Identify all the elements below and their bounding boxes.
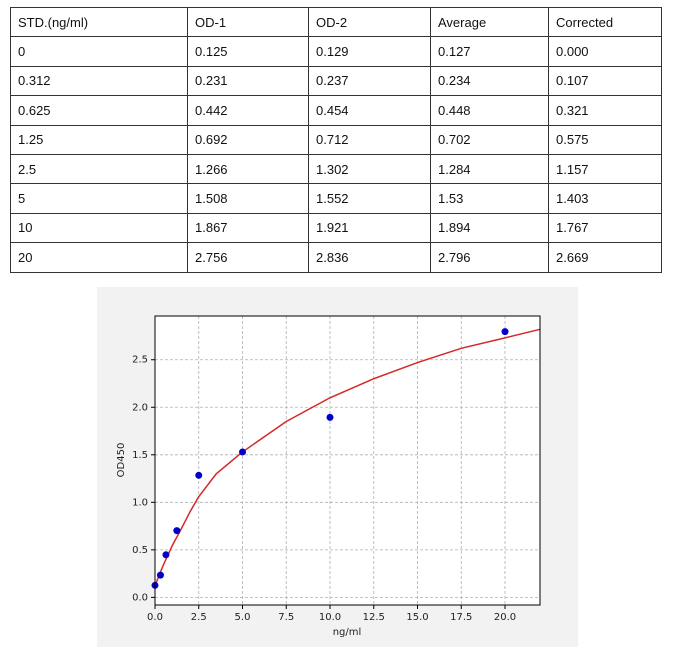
data-point [195,471,203,479]
table-row: 20 2.756 2.836 2.796 2.669 [10,242,662,273]
x-tick-label: 7.5 [278,612,294,623]
table-cell: 1.921 [308,212,431,244]
x-tick-label: 12.5 [363,612,385,623]
y-tick-label: 2.0 [132,402,148,413]
table-cell: 0.237 [308,65,431,97]
header-cell: STD.(ng/ml) [10,6,188,38]
table-cell: 1.284 [430,153,549,185]
table-row: 10 1.867 1.921 1.894 1.767 [10,212,662,244]
table-cell: 2.836 [308,242,431,273]
table-cell: 0.448 [430,95,549,126]
y-tick-label: 1.5 [132,450,148,461]
x-tick-label: 5.0 [235,612,251,623]
header-cell: Average [430,6,549,38]
data-point [162,551,170,559]
table-cell: 1.53 [430,183,549,214]
data-point [501,328,509,336]
x-tick-label: 0.0 [147,612,163,623]
table-cell: 5 [10,183,188,214]
table-cell: 0.234 [430,65,549,97]
table-cell: 2.796 [430,242,549,273]
table-cell: 0.625 [10,95,188,126]
table-row: 0 0.125 0.129 0.127 0.000 [10,36,662,67]
table-cell: 2.669 [548,242,662,273]
x-tick-label: 2.5 [191,612,207,623]
x-tick-label: 20.0 [494,612,516,623]
table-cell: 2.756 [187,242,309,273]
table-cell: 20 [10,242,188,273]
y-tick-label: 0.0 [132,592,148,603]
data-table: STD.(ng/ml) OD-1 OD-2 Average Corrected 0 0.12… [10,6,662,273]
y-tick-label: 2.5 [132,355,148,366]
header-row: STD.(ng/ml) OD-1 OD-2 Average Corrected [10,6,662,38]
x-axis-label: ng/ml [333,627,362,638]
data-point [173,527,181,535]
plot-frame [154,315,541,606]
table-cell: 0.702 [430,124,549,155]
table-cell: 1.157 [548,153,662,185]
table-row: 0.625 0.442 0.454 0.448 0.321 [10,95,662,126]
table-cell: 0.129 [308,36,431,67]
x-tick-label: 17.5 [450,612,472,623]
y-axis-label: OD450 [116,443,127,478]
header-cell: OD-1 [187,6,309,38]
table-cell: 1.266 [187,153,309,185]
x-tick-label: 15.0 [406,612,428,623]
table-cell: 0.125 [187,36,309,67]
y-tick-label: 1.0 [132,497,148,508]
x-tick-label: 10.0 [319,612,341,623]
table-row: 5 1.508 1.552 1.53 1.403 [10,183,662,214]
data-point [156,571,164,579]
data-point [239,448,246,456]
y-tick-label: 0.5 [132,545,148,556]
table-cell: 0.692 [187,124,309,155]
plot-area [155,316,540,605]
table-cell: 1.767 [548,212,662,244]
table-cell: 0.454 [308,95,431,126]
data-point [326,413,334,421]
header-cell: Corrected [548,6,662,38]
